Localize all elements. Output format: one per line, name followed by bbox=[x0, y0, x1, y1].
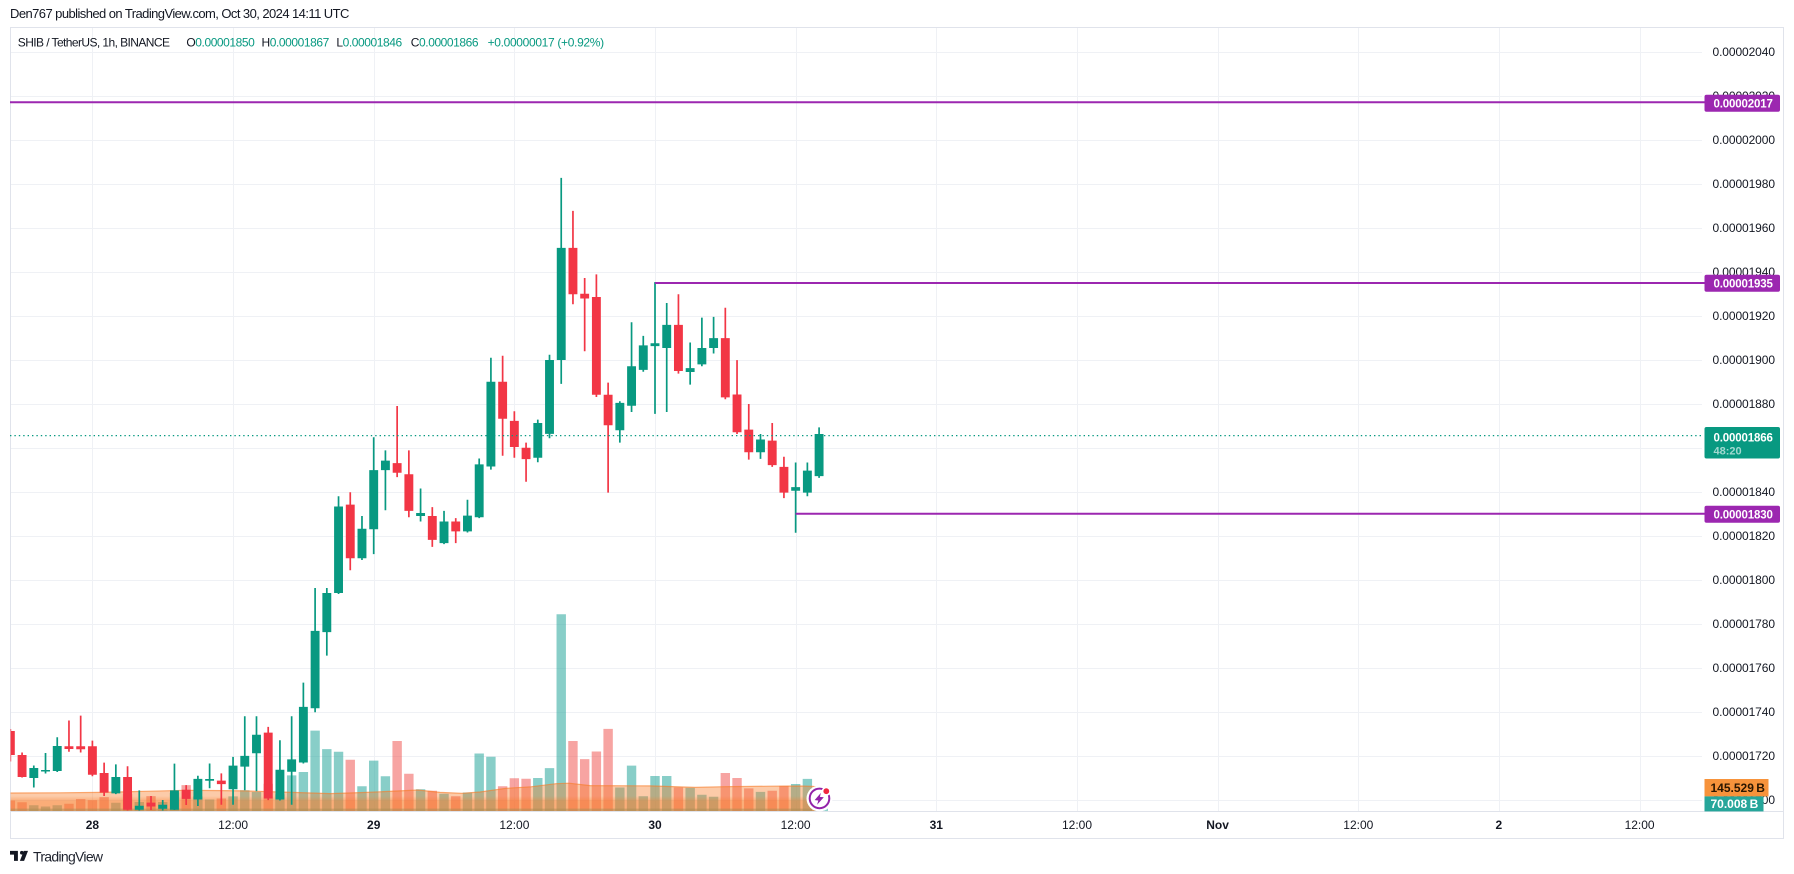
svg-text:0.00001980: 0.00001980 bbox=[1713, 177, 1776, 191]
svg-text:0.00001800: 0.00001800 bbox=[1713, 573, 1776, 587]
svg-text:2: 2 bbox=[1496, 818, 1503, 832]
svg-text:70.008 B: 70.008 B bbox=[1711, 797, 1759, 811]
svg-text:0.00002040: 0.00002040 bbox=[1713, 45, 1776, 59]
svg-text:28: 28 bbox=[86, 818, 100, 832]
svg-text:29: 29 bbox=[367, 818, 381, 832]
svg-text:Den767 published on TradingVie: Den767 published on TradingView.com, Oct… bbox=[10, 6, 349, 21]
svg-text:0.00001935: 0.00001935 bbox=[1714, 278, 1774, 290]
svg-text:0.00002017: 0.00002017 bbox=[1714, 98, 1773, 110]
svg-text:0.00001880: 0.00001880 bbox=[1713, 397, 1776, 411]
svg-text:12:00: 12:00 bbox=[1062, 818, 1092, 832]
svg-text:0.00001866: 0.00001866 bbox=[1714, 433, 1773, 445]
svg-text:0.00001840: 0.00001840 bbox=[1713, 485, 1776, 499]
svg-text:L0.00001846: L0.00001846 bbox=[336, 36, 402, 50]
svg-text:0.00001920: 0.00001920 bbox=[1713, 309, 1776, 323]
svg-text:Nov: Nov bbox=[1206, 818, 1229, 832]
svg-text:0.00001830: 0.00001830 bbox=[1714, 509, 1773, 521]
svg-text:0.00001740: 0.00001740 bbox=[1713, 705, 1776, 719]
svg-text:12:00: 12:00 bbox=[218, 818, 248, 832]
svg-text:0.00001960: 0.00001960 bbox=[1713, 221, 1776, 235]
svg-text:0.00001720: 0.00001720 bbox=[1713, 749, 1776, 763]
svg-text:0.00001820: 0.00001820 bbox=[1713, 529, 1776, 543]
svg-text:12:00: 12:00 bbox=[499, 818, 529, 832]
svg-text:145.529 B: 145.529 B bbox=[1711, 781, 1766, 795]
svg-text:0.00002000: 0.00002000 bbox=[1713, 133, 1776, 147]
svg-text:0.00001780: 0.00001780 bbox=[1713, 617, 1776, 631]
svg-text:12:00: 12:00 bbox=[781, 818, 811, 832]
svg-text:C0.00001866: C0.00001866 bbox=[411, 36, 479, 50]
svg-text:+0.00000017 (+0.92%): +0.00000017 (+0.92%) bbox=[488, 36, 604, 50]
svg-text:H0.00001867: H0.00001867 bbox=[262, 36, 330, 50]
svg-text:TradingView: TradingView bbox=[33, 848, 104, 864]
svg-text:48:20: 48:20 bbox=[1714, 446, 1742, 458]
svg-text:SHIB / TetherUS, 1h, BINANCE: SHIB / TetherUS, 1h, BINANCE bbox=[18, 36, 170, 50]
svg-text:30: 30 bbox=[648, 818, 662, 832]
svg-text:12:00: 12:00 bbox=[1343, 818, 1373, 832]
svg-text:O0.00001850: O0.00001850 bbox=[186, 36, 255, 50]
svg-text:0.00001900: 0.00001900 bbox=[1713, 353, 1776, 367]
svg-text:0.00001760: 0.00001760 bbox=[1713, 661, 1776, 675]
svg-text:12:00: 12:00 bbox=[1625, 818, 1655, 832]
svg-text:31: 31 bbox=[930, 818, 944, 832]
